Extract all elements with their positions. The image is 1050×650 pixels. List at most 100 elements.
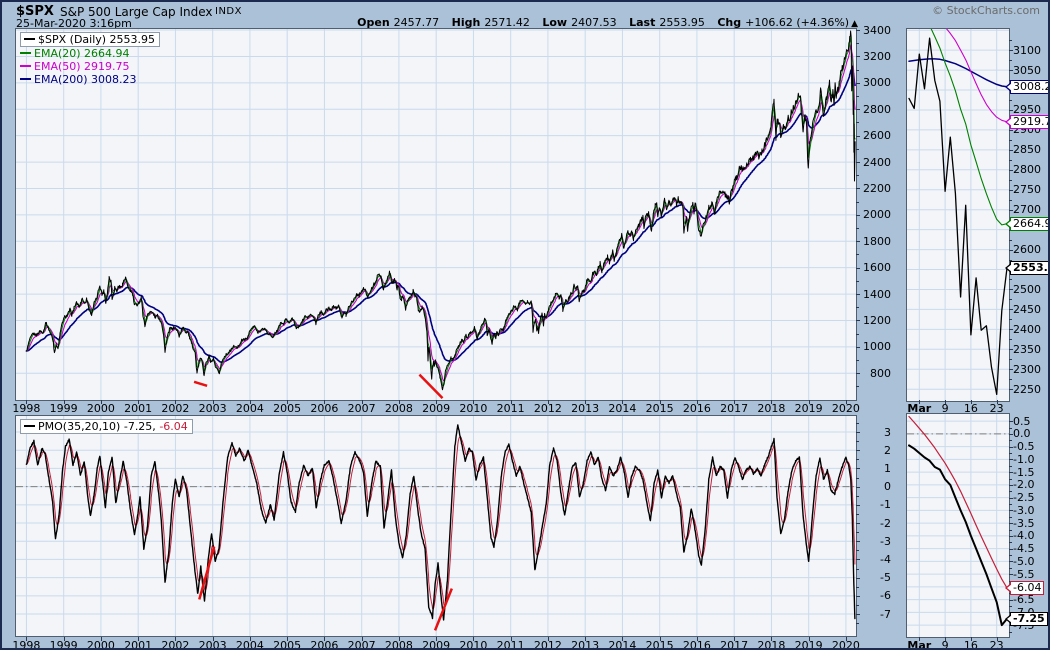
x-axis-tick — [510, 400, 512, 404]
inset-pmo-panel — [906, 413, 1010, 638]
y-axis-label: -1.0 — [1013, 452, 1035, 466]
y-axis-minor-tick — [1009, 446, 1012, 448]
x-axis-tick — [808, 400, 810, 404]
high-value: 2571.42 — [484, 16, 530, 29]
y-axis-tick — [856, 109, 860, 111]
x-axis-label: 9 — [941, 402, 949, 415]
y-axis-minor-tick — [1009, 70, 1012, 72]
y-axis-minor-tick — [856, 307, 859, 309]
legend-ema200-text: EMA(200) 3008.23 — [34, 73, 137, 86]
y-axis-tick — [856, 188, 860, 190]
y-axis-tick — [856, 162, 860, 164]
p-main-pmo-svg — [16, 416, 856, 636]
chg-value: +106.62 (+4.36%) — [745, 16, 850, 29]
x-axis-year-label: 2006 — [310, 402, 339, 415]
x-axis-tick — [659, 637, 661, 641]
y-axis-minor-tick — [856, 441, 859, 443]
price-axis-box: 2919.75 — [1005, 115, 1048, 130]
y-axis-minor-tick — [1009, 199, 1012, 201]
y-axis-label: -3 — [880, 534, 891, 548]
y-axis-minor-tick — [1009, 535, 1012, 537]
x-axis-year-label: 2014 — [608, 639, 637, 650]
x-axis-tick — [996, 637, 998, 641]
x-axis-year-label: 2016 — [682, 402, 711, 415]
chg-label: Chg — [717, 16, 742, 29]
y-axis-minor-tick — [856, 623, 859, 625]
x-axis-year-label: 2002 — [161, 402, 190, 415]
y-axis-tick — [856, 595, 860, 597]
y-axis-minor-tick — [856, 550, 859, 552]
x-axis-tick — [249, 400, 251, 404]
y-axis-minor-tick — [856, 333, 859, 335]
legend-symbol-row: $SPX (Daily) 2553.95 — [20, 32, 161, 47]
x-axis-tick — [436, 637, 438, 641]
x-axis-tick — [361, 637, 363, 641]
y-axis-label: 2950 — [1013, 103, 1041, 117]
x-axis-year-label: 2001 — [124, 402, 153, 415]
y-axis-minor-tick — [1009, 109, 1012, 111]
y-axis-minor-tick — [1009, 567, 1012, 569]
x-axis-year-label: 2003 — [198, 402, 227, 415]
x-axis-year-label: 2011 — [496, 402, 525, 415]
x-axis-label: 16 — [963, 402, 978, 415]
x-axis-year-label: 2012 — [533, 402, 562, 415]
y-axis-minor-tick — [1009, 459, 1012, 461]
y-axis-minor-tick — [1009, 427, 1012, 429]
x-axis-tick — [845, 400, 847, 404]
y-axis-minor-tick — [1009, 339, 1012, 341]
y-axis-label: 3050 — [1013, 63, 1041, 77]
p-inset-pmo-svg — [907, 414, 1009, 637]
y-axis-label: 3 — [884, 425, 891, 439]
x-axis-year-label: 2017 — [720, 639, 749, 650]
y-axis-minor-tick — [856, 69, 859, 71]
y-axis-label: -6.5 — [1013, 593, 1035, 607]
x-axis-year-label: 2018 — [757, 402, 786, 415]
y-axis-minor-tick — [1009, 574, 1012, 576]
y-axis-label: 3000 — [863, 76, 891, 90]
x-axis-tick — [473, 637, 475, 641]
y-axis-label: 1000 — [863, 340, 891, 354]
index-name: S&P 500 Large Cap Index — [60, 5, 213, 19]
x-axis-label: 16 — [963, 639, 978, 650]
y-axis-minor-tick — [1009, 599, 1012, 601]
y-axis-tick — [856, 541, 860, 543]
y-axis-label: -5.0 — [1013, 554, 1035, 568]
y-axis-minor-tick — [856, 280, 859, 282]
y-axis-minor-tick — [1009, 548, 1012, 550]
x-axis-tick — [510, 637, 512, 641]
x-axis-tick — [63, 637, 65, 641]
chart-datetime: 25-Mar-2020 3:16pm — [16, 17, 132, 30]
y-axis-minor-tick — [1009, 389, 1012, 391]
x-axis-tick — [436, 400, 438, 404]
y-axis-tick — [856, 214, 860, 216]
x-axis-year-label: 2014 — [608, 402, 637, 415]
x-axis-year-label: 2015 — [645, 639, 674, 650]
x-axis-label: Mar — [907, 639, 932, 650]
y-axis-label: 2000 — [863, 208, 891, 222]
x-axis-tick — [175, 637, 177, 641]
y-axis-label: 2300 — [1013, 362, 1041, 376]
y-axis-minor-tick — [1009, 369, 1012, 371]
copyright-text: © StockCharts.com — [932, 4, 1040, 17]
y-axis-label: -3.0 — [1013, 503, 1035, 517]
y-axis-minor-tick — [1009, 239, 1012, 241]
x-axis-year-label: 1999 — [49, 402, 78, 415]
x-axis-year-label: 2020 — [831, 639, 860, 650]
x-axis-year-label: 2016 — [682, 639, 711, 650]
y-axis-minor-tick — [1009, 516, 1012, 518]
legend-pmo-signal-value: -6.04 — [159, 420, 188, 433]
x-axis-tick — [398, 637, 400, 641]
y-axis-label: 2450 — [1013, 302, 1041, 316]
y-axis-label: -2.0 — [1013, 478, 1035, 492]
x-axis-tick — [26, 400, 28, 404]
y-axis-minor-tick — [1009, 129, 1012, 131]
x-axis-year-label: 2009 — [422, 402, 451, 415]
legend-pmo-row: PMO(35,20,10) -7.25, -6.04 — [20, 419, 193, 434]
legend-ema50-row: EMA(50) 2919.75 — [20, 60, 160, 73]
y-axis-minor-tick — [1009, 478, 1012, 480]
pmo-axis-box: -6.04 — [1004, 580, 1045, 595]
y-axis-label: 2750 — [1013, 183, 1041, 197]
quote-bar: Open 2457.77 High 2571.42 Low 2407.53 Last 2… — [357, 16, 858, 29]
x-axis-label: 23 — [989, 402, 1004, 415]
x-axis-tick — [287, 637, 289, 641]
